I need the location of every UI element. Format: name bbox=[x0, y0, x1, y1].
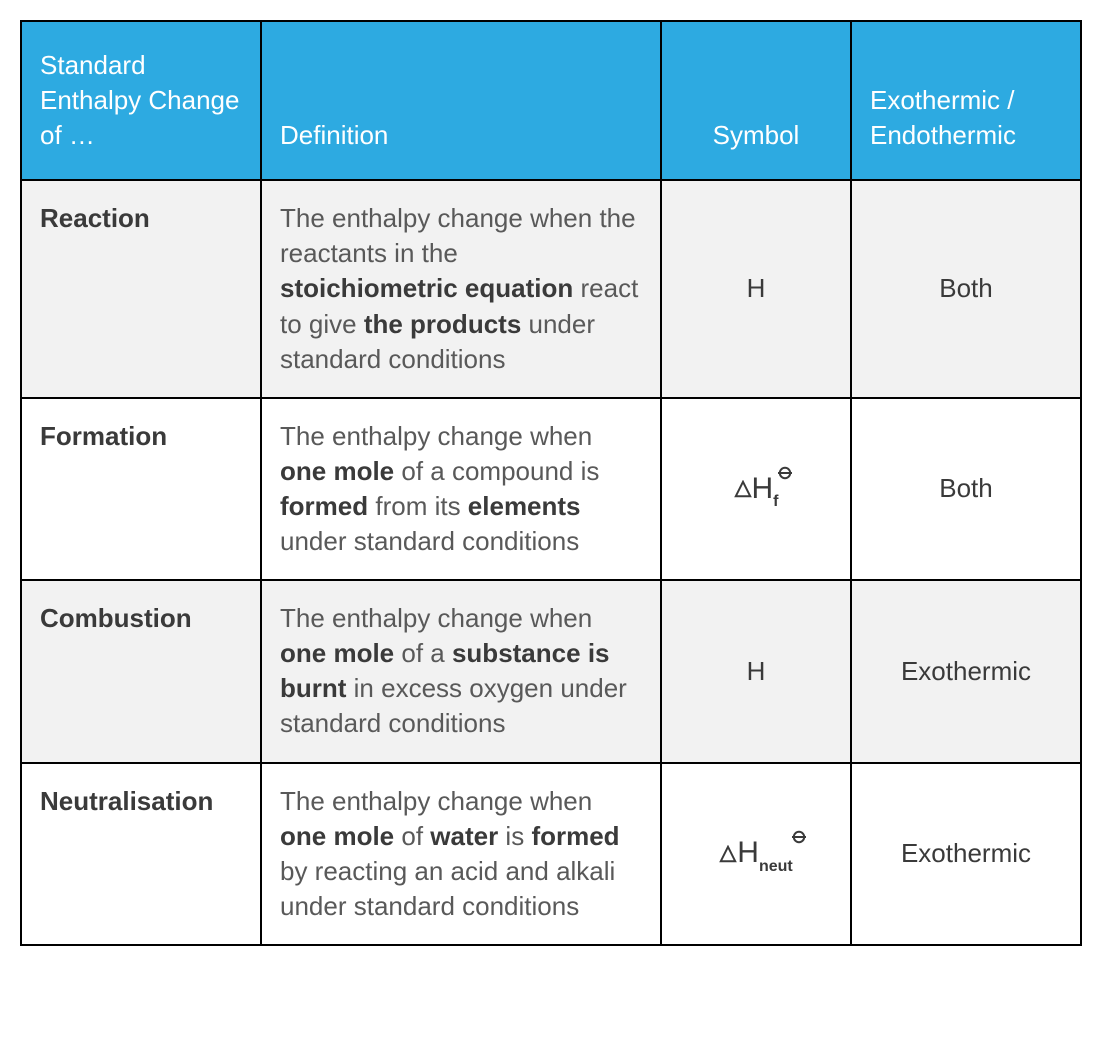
row-definition: The enthalpy change when the reactants i… bbox=[261, 180, 661, 397]
table-row: Combustion The enthalpy change when one … bbox=[21, 580, 1081, 762]
delta-h-symbol: Hf bbox=[734, 469, 779, 510]
row-name: Combustion bbox=[21, 580, 261, 762]
row-symbol: H bbox=[661, 180, 851, 397]
table-row: Neutralisation The enthalpy change when … bbox=[21, 763, 1081, 945]
symbol-plain: H bbox=[747, 273, 766, 303]
standard-symbol bbox=[777, 463, 793, 487]
row-symbol: Hneut bbox=[661, 763, 851, 945]
row-symbol: Hf bbox=[661, 398, 851, 580]
row-thermo: Both bbox=[851, 398, 1081, 580]
delta-icon bbox=[734, 480, 752, 498]
row-thermo: Exothermic bbox=[851, 763, 1081, 945]
enthalpy-table: Standard Enthalpy Change of … Definition… bbox=[20, 20, 1082, 946]
header-row: Standard Enthalpy Change of … Definition… bbox=[21, 21, 1081, 180]
delta-h-symbol: Hneut bbox=[719, 833, 792, 874]
col-header-name: Standard Enthalpy Change of … bbox=[21, 21, 261, 180]
row-thermo: Both bbox=[851, 180, 1081, 397]
row-thermo: Exothermic bbox=[851, 580, 1081, 762]
row-name: Neutralisation bbox=[21, 763, 261, 945]
table-row: Formation The enthalpy change when one m… bbox=[21, 398, 1081, 580]
row-definition: The enthalpy change when one mole of wat… bbox=[261, 763, 661, 945]
col-header-def: Definition bbox=[261, 21, 661, 180]
row-definition: The enthalpy change when one mole of a s… bbox=[261, 580, 661, 762]
standard-symbol bbox=[791, 827, 807, 851]
row-name: Reaction bbox=[21, 180, 261, 397]
row-definition: The enthalpy change when one mole of a c… bbox=[261, 398, 661, 580]
row-symbol: H bbox=[661, 580, 851, 762]
table-row: Reaction The enthalpy change when the re… bbox=[21, 180, 1081, 397]
symbol-plain: H bbox=[747, 656, 766, 686]
row-name: Formation bbox=[21, 398, 261, 580]
delta-icon bbox=[719, 845, 737, 863]
col-header-symbol: Symbol bbox=[661, 21, 851, 180]
col-header-thermo: Exothermic / Endothermic bbox=[851, 21, 1081, 180]
